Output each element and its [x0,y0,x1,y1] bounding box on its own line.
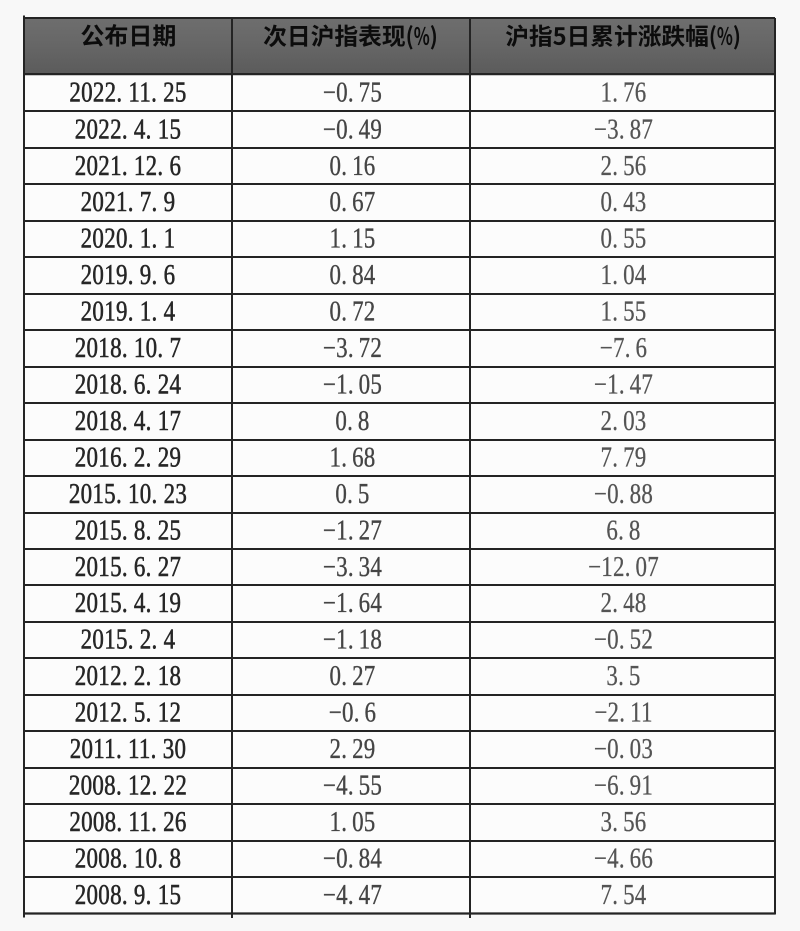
svg-text:2. 48: 2. 48 [601,587,647,619]
svg-text:2. 56: 2. 56 [601,150,647,182]
svg-text:−4. 55: −4. 55 [323,769,382,801]
svg-text:2016. 2. 29: 2016. 2. 29 [75,441,181,473]
svg-text:0. 43: 0. 43 [601,186,647,218]
svg-text:−3. 72: −3. 72 [323,332,382,364]
svg-text:2015. 2. 4: 2015. 2. 4 [81,624,176,656]
svg-text:0. 67: 0. 67 [330,186,376,218]
svg-text:2022. 4. 15: 2022. 4. 15 [75,113,181,145]
svg-text:2. 03: 2. 03 [601,405,647,437]
svg-text:2011. 11. 30: 2011. 11. 30 [70,733,187,765]
svg-text:−12. 07: −12. 07 [588,551,659,583]
svg-text:−3. 87: −3. 87 [594,113,653,145]
svg-text:0. 84: 0. 84 [330,259,376,291]
svg-text:2019. 1. 4: 2019. 1. 4 [81,295,176,327]
svg-text:2008. 9. 15: 2008. 9. 15 [75,879,181,911]
svg-text:2022. 11. 25: 2022. 11. 25 [69,76,186,108]
svg-text:7. 54: 7. 54 [601,879,647,911]
svg-text:2018. 4. 17: 2018. 4. 17 [75,405,181,437]
svg-text:0. 8: 0. 8 [335,405,369,437]
svg-text:−3. 34: −3. 34 [323,551,382,583]
svg-text:−0. 49: −0. 49 [323,113,382,145]
svg-text:−1. 64: −1. 64 [323,587,382,619]
svg-text:−2. 11: −2. 11 [594,696,652,728]
svg-text:2. 29: 2. 29 [330,733,376,765]
svg-text:2021. 12. 6: 2021. 12. 6 [75,150,181,182]
svg-text:−0. 75: −0. 75 [323,76,382,108]
svg-text:2012. 2. 18: 2012. 2. 18 [75,660,181,692]
svg-text:−4. 66: −4. 66 [594,842,653,874]
svg-text:1. 04: 1. 04 [601,259,647,291]
svg-text:−6. 91: −6. 91 [594,769,653,801]
svg-text:2021. 7. 9: 2021. 7. 9 [81,186,176,218]
svg-text:2008. 11. 26: 2008. 11. 26 [69,806,186,838]
svg-text:2018. 6. 24: 2018. 6. 24 [75,368,181,400]
svg-text:−0. 52: −0. 52 [594,624,653,656]
svg-text:3. 5: 3. 5 [606,660,640,692]
svg-text:7. 79: 7. 79 [601,441,647,473]
svg-text:2015. 6. 27: 2015. 6. 27 [75,551,181,583]
svg-text:−1. 05: −1. 05 [323,368,382,400]
svg-text:2015. 4. 19: 2015. 4. 19 [75,587,181,619]
svg-text:−4. 47: −4. 47 [323,879,382,911]
svg-text:−0. 84: −0. 84 [323,842,382,874]
svg-text:1. 68: 1. 68 [330,441,376,473]
svg-text:3. 56: 3. 56 [601,806,647,838]
svg-text:2020. 1. 1: 2020. 1. 1 [81,223,176,255]
svg-text:0. 16: 0. 16 [330,150,376,182]
svg-text:2012. 5. 12: 2012. 5. 12 [75,696,181,728]
svg-text:2008. 10. 8: 2008. 10. 8 [75,842,181,874]
svg-text:−0. 88: −0. 88 [594,478,653,510]
svg-text:2015. 8. 25: 2015. 8. 25 [75,514,181,546]
svg-text:1. 55: 1. 55 [601,295,647,327]
svg-text:1. 05: 1. 05 [330,806,376,838]
svg-text:0. 5: 0. 5 [335,478,369,510]
svg-text:2018. 10. 7: 2018. 10. 7 [75,332,181,364]
svg-text:0. 72: 0. 72 [330,295,376,327]
svg-text:6. 8: 6. 8 [606,514,640,546]
svg-text:−0. 6: −0. 6 [329,696,376,728]
svg-text:2015. 10. 23: 2015. 10. 23 [69,478,187,510]
svg-text:−1. 18: −1. 18 [323,624,382,656]
svg-text:2008. 12. 22: 2008. 12. 22 [69,769,187,801]
svg-text:0. 55: 0. 55 [601,223,647,255]
svg-text:−0. 03: −0. 03 [594,733,653,765]
svg-text:2019. 9. 6: 2019. 9. 6 [81,259,176,291]
svg-text:1. 15: 1. 15 [330,223,376,255]
svg-text:−7. 6: −7. 6 [600,332,647,364]
svg-text:−1. 27: −1. 27 [323,514,382,546]
svg-text:0. 27: 0. 27 [330,660,376,692]
svg-text:−1. 47: −1. 47 [594,368,653,400]
svg-text:1. 76: 1. 76 [601,76,647,108]
